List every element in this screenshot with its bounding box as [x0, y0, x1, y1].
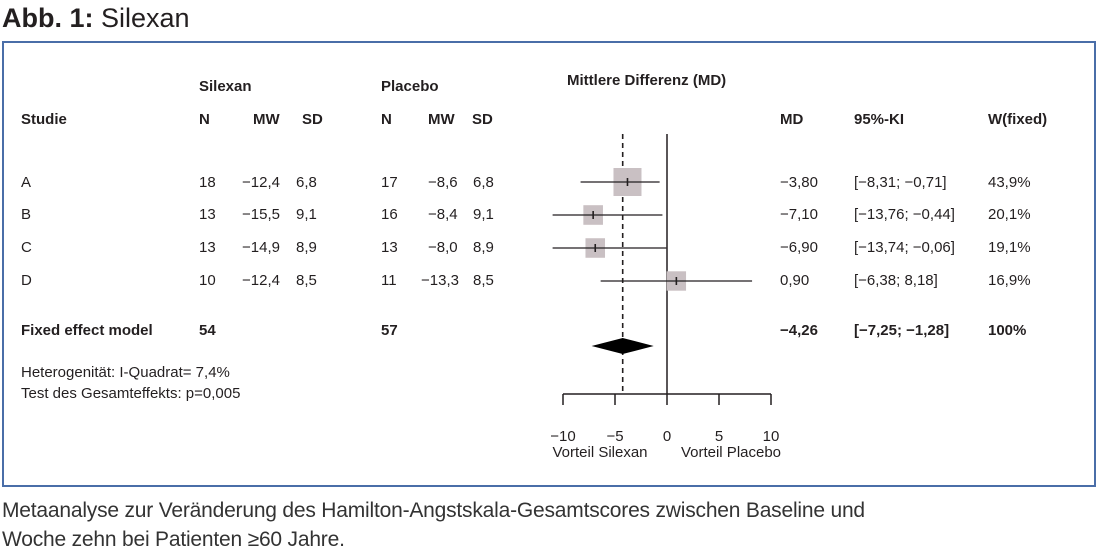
- col-header-md: MD: [780, 111, 804, 128]
- md-value: −6,90: [780, 239, 818, 256]
- x-tick-label: −5: [606, 428, 623, 445]
- col-header-sd-silexan: SD: [302, 111, 323, 128]
- weight-value: 20,1%: [988, 206, 1031, 223]
- figure-frame: [2, 41, 1096, 487]
- weight-value: 19,1%: [988, 239, 1031, 256]
- study-name: D: [21, 272, 32, 289]
- ci-value: [−13,76; −0,44]: [854, 206, 955, 223]
- sd-placebo: 9,1: [473, 206, 494, 223]
- caption-line-2: Woche zehn bei Patienten ≥60 Jahre.: [2, 528, 345, 551]
- group-header-silexan: Silexan: [199, 78, 252, 95]
- pooled-weight: 100%: [988, 322, 1027, 339]
- md-value: −3,80: [780, 174, 818, 191]
- x-tick-label: −10: [550, 428, 575, 445]
- caption-line-1: Metaanalyse zur Veränderung des Hamilton…: [2, 499, 865, 522]
- sd-placebo: 6,8: [473, 174, 494, 191]
- mw-silexan: −14,9: [242, 239, 280, 256]
- ci-value: [−8,31; −0,71]: [854, 174, 947, 191]
- figure-title-text: Silexan: [101, 3, 190, 33]
- col-header-ci: 95%-KI: [854, 111, 905, 128]
- figure-label: Abb. 1:: [2, 3, 94, 33]
- pooled-ci: [−7,25; −1,28]: [854, 322, 950, 339]
- pooled-label: Fixed effect model: [21, 322, 153, 339]
- sd-silexan: 8,9: [296, 239, 317, 256]
- x-tick-label: 5: [715, 428, 723, 445]
- sd-placebo: 8,9: [473, 239, 494, 256]
- n-placebo: 13: [381, 239, 398, 256]
- x-tick-label: 10: [763, 428, 780, 445]
- md-value: 0,90: [780, 272, 810, 289]
- study-name: B: [21, 206, 32, 223]
- mw-placebo: −8,0: [428, 239, 458, 256]
- n-silexan: 10: [199, 272, 216, 289]
- col-header-n-silexan: N: [199, 111, 210, 128]
- col-header-n-placebo: N: [381, 111, 392, 128]
- n-silexan: 13: [199, 206, 216, 223]
- pooled-n-silexan: 54: [199, 322, 216, 339]
- mw-silexan: −12,4: [242, 174, 280, 191]
- ci-value: [−13,74; −0,06]: [854, 239, 955, 256]
- sd-silexan: 9,1: [296, 206, 317, 223]
- ci-value: [−6,38; 8,18]: [854, 272, 938, 289]
- md-value: −7,10: [780, 206, 818, 223]
- weight-value: 16,9%: [988, 272, 1031, 289]
- pooled-n-placebo: 57: [381, 322, 398, 339]
- mw-placebo: −13,3: [421, 272, 459, 289]
- col-header-mw-placebo: MW: [428, 111, 455, 128]
- sd-silexan: 8,5: [296, 272, 317, 289]
- weight-value: 43,9%: [988, 174, 1031, 191]
- sd-placebo: 8,5: [473, 272, 494, 289]
- study-name: C: [21, 239, 32, 256]
- col-header-weight: W(fixed): [988, 111, 1048, 128]
- n-placebo: 17: [381, 174, 398, 191]
- plot-header: Mittlere Differenz (MD): [567, 72, 727, 89]
- mw-silexan: −15,5: [242, 206, 280, 223]
- mw-placebo: −8,4: [428, 206, 458, 223]
- figure-caption: Metaanalyse zur Veränderung des Hamilton…: [2, 496, 865, 554]
- mw-placebo: −8,6: [428, 174, 458, 191]
- col-header-mw-silexan: MW: [253, 111, 280, 128]
- x-tick-label: 0: [663, 428, 671, 445]
- figure-title: Abb. 1: Silexan: [2, 2, 190, 34]
- pooled-diamond: [591, 338, 654, 354]
- n-silexan: 13: [199, 239, 216, 256]
- x-label-left: Vorteil Silexan: [552, 444, 647, 461]
- x-label-right: Vorteil Placebo: [681, 444, 781, 461]
- overall-test-text: Test des Gesamteffekts: p=0,005: [21, 385, 241, 402]
- col-header-sd-placebo: SD: [472, 111, 493, 128]
- n-silexan: 18: [199, 174, 216, 191]
- col-header-study: Studie: [21, 111, 67, 128]
- n-placebo: 16: [381, 206, 398, 223]
- n-placebo: 11: [381, 272, 397, 289]
- sd-silexan: 6,8: [296, 174, 317, 191]
- mw-silexan: −12,4: [242, 272, 280, 289]
- pooled-md: −4,26: [780, 322, 818, 339]
- study-name: A: [21, 174, 32, 191]
- group-header-placebo: Placebo: [381, 78, 439, 95]
- heterogeneity-text: Heterogenität: I-Quadrat= 7,4%: [21, 364, 230, 381]
